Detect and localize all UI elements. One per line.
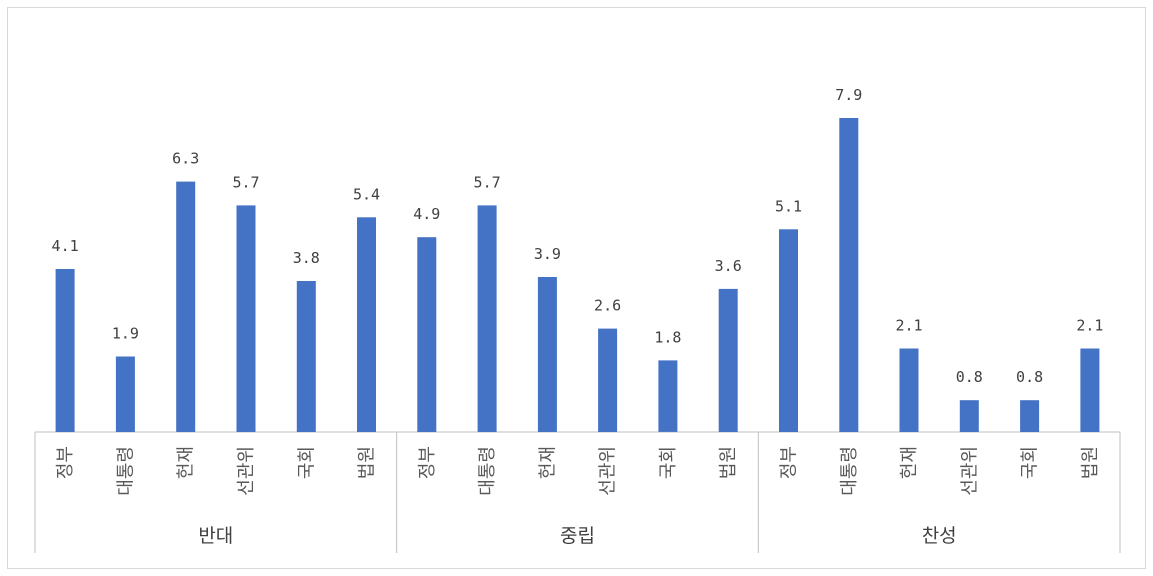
bar xyxy=(899,348,919,432)
bar xyxy=(357,217,376,432)
bar xyxy=(1080,348,1100,432)
group-labels: 반대 중립 찬성 xyxy=(198,525,956,547)
category-label: 법원 xyxy=(718,446,739,479)
bar xyxy=(236,205,256,432)
data-label: 2.6 xyxy=(594,297,621,315)
category-label: 정부 xyxy=(417,446,438,479)
data-label: 5.4 xyxy=(353,185,380,203)
bar xyxy=(779,229,798,432)
bar xyxy=(477,205,497,432)
data-label: 5.7 xyxy=(232,173,259,191)
bar xyxy=(1020,400,1040,432)
data-label: 0.8 xyxy=(956,368,983,386)
data-label: 1.8 xyxy=(654,328,681,346)
category-label: 국회 xyxy=(1020,446,1041,479)
data-label: 7.9 xyxy=(835,86,862,104)
data-label: 5.1 xyxy=(775,197,802,215)
category-label: 대통령 xyxy=(839,446,860,496)
bar xyxy=(55,269,75,432)
category-axis xyxy=(34,431,1121,553)
data-label: 1.9 xyxy=(112,325,139,343)
bar xyxy=(718,288,738,432)
category-label: 헌재 xyxy=(537,446,558,479)
data-label: 4.1 xyxy=(52,237,79,255)
data-label: 3.9 xyxy=(534,245,561,263)
data-label: 2.1 xyxy=(1076,317,1103,335)
category-label: 대통령 xyxy=(477,446,498,496)
category-label: 법원 xyxy=(357,446,378,479)
bar-series xyxy=(55,118,1100,432)
category-label: 법원 xyxy=(1080,446,1101,479)
bar xyxy=(115,356,135,432)
category-label: 헌재 xyxy=(899,446,920,479)
bar xyxy=(959,400,979,432)
group-label: 찬성 xyxy=(922,525,957,547)
category-label: 선관위 xyxy=(236,446,257,496)
data-label: 6.3 xyxy=(172,150,199,168)
data-label: 3.8 xyxy=(293,249,320,267)
group-label: 반대 xyxy=(198,525,233,547)
data-label: 3.6 xyxy=(715,257,742,275)
category-label: 정부 xyxy=(779,446,800,479)
category-labels: 정부 대통령 헌재 선관위 국회 법원 정부 대통령 헌재 선관위 국회 법원 정부 대통령 헌재 선관위 국회… xyxy=(55,446,1101,496)
category-label: 국회 xyxy=(658,446,679,479)
bar xyxy=(658,360,678,432)
bar xyxy=(537,277,557,432)
chart-border xyxy=(7,7,1146,569)
bar xyxy=(598,328,618,432)
category-label: 헌재 xyxy=(176,446,197,479)
category-label: 선관위 xyxy=(959,446,980,496)
data-label: 2.1 xyxy=(895,317,922,335)
bar xyxy=(839,118,859,432)
category-label: 정부 xyxy=(55,446,76,479)
bar xyxy=(176,181,196,432)
category-label: 선관위 xyxy=(598,446,619,496)
bar xyxy=(296,281,316,432)
category-label: 대통령 xyxy=(115,446,136,496)
bar xyxy=(417,237,437,432)
category-label: 국회 xyxy=(296,446,317,479)
data-label: 4.9 xyxy=(413,205,440,223)
data-label: 5.7 xyxy=(474,173,501,191)
data-labels: 4.1 1.9 6.3 5.7 3.8 5.4 4.9 5.7 3.9 2.6 1.8 3.6 5.1 7… xyxy=(52,86,1104,386)
group-label: 중립 xyxy=(560,525,595,547)
data-label: 0.8 xyxy=(1016,368,1043,386)
